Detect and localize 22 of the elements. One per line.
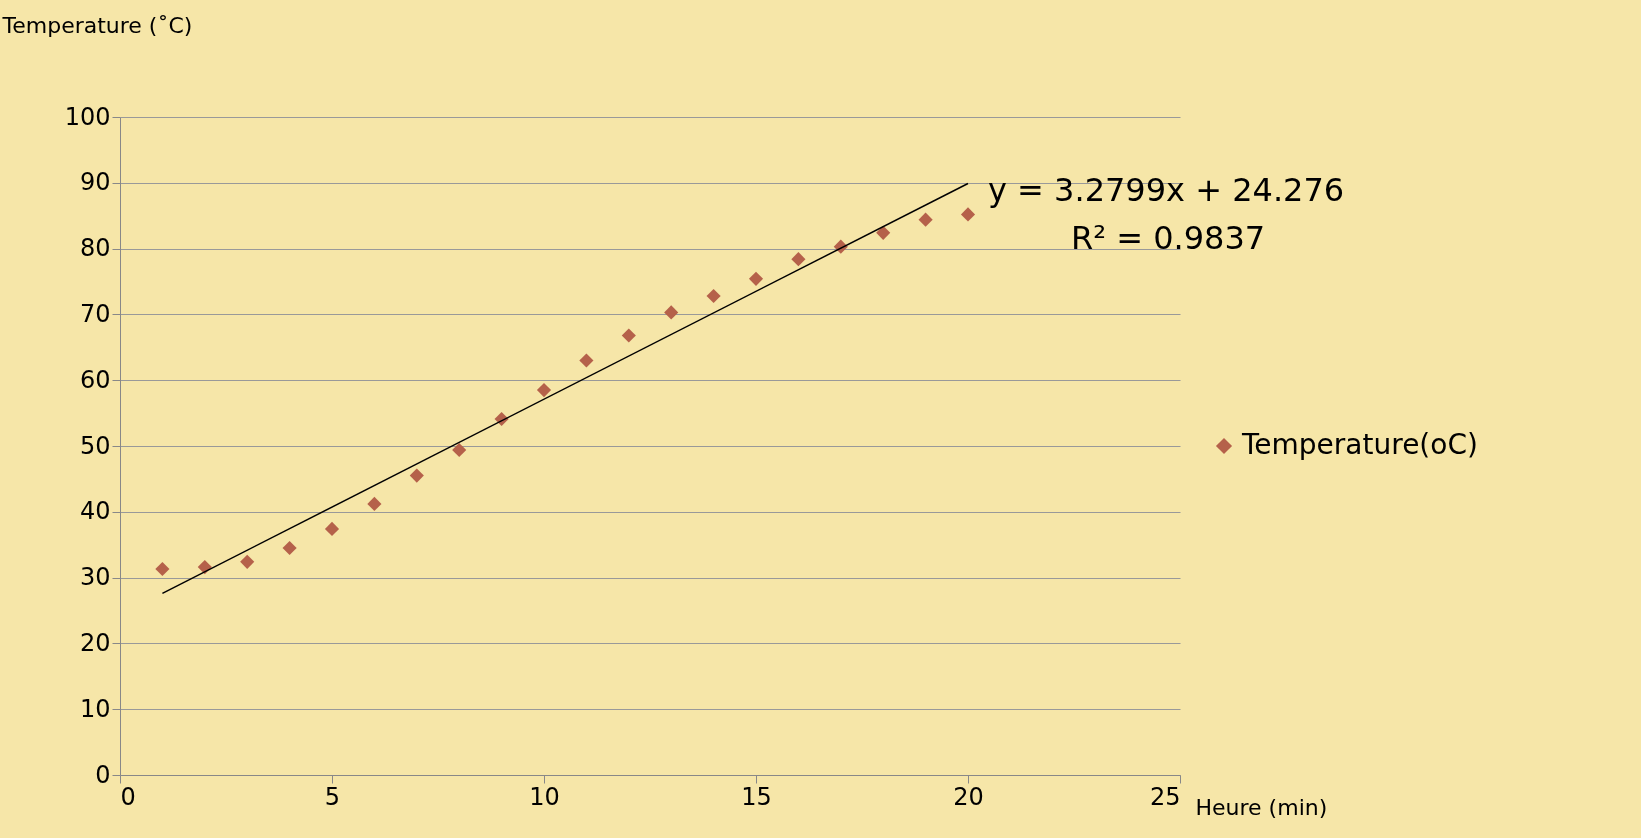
- y-tick-label: 30: [79, 563, 111, 592]
- y-tick-label: 20: [79, 628, 111, 657]
- x-tick-label: 10: [529, 782, 560, 811]
- x-tick-label: 5: [324, 782, 341, 811]
- y-tick-label: 0: [95, 760, 111, 789]
- y-tick-label: 100: [64, 102, 111, 131]
- y-tick-label: 10: [79, 694, 111, 723]
- y-axis-title: Temperature (˚C): [1, 12, 193, 38]
- legend-label: Temperature(oC): [1241, 428, 1478, 461]
- annotation: R² = 0.9837: [1070, 219, 1266, 258]
- x-tick-label: 15: [741, 782, 772, 811]
- y-tick-label: 90: [79, 168, 111, 197]
- x-tick-label: 25: [1149, 782, 1181, 811]
- x-tick-label: 20: [953, 782, 984, 811]
- y-tick-label: 50: [79, 431, 111, 460]
- y-tick-label: 80: [79, 234, 111, 263]
- y-tick-label: 60: [79, 365, 111, 394]
- y-tick-label: 70: [79, 299, 111, 328]
- annotation: y = 3.2799x + 24.276: [988, 171, 1345, 210]
- y-tick-label: 40: [79, 497, 111, 526]
- x-axis-title: Heure (min): [1195, 794, 1328, 820]
- x-tick-label: 0: [120, 782, 136, 811]
